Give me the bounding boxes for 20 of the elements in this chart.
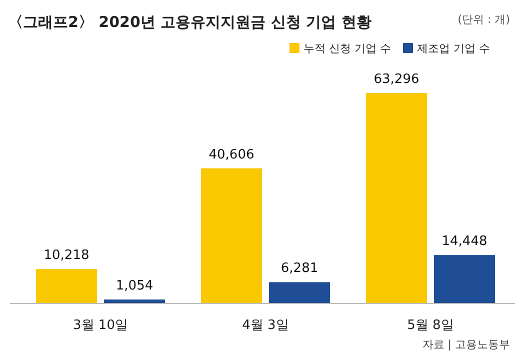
data-label: 1,054	[116, 278, 154, 294]
legend-label: 누적 신청 기업 수	[304, 42, 391, 55]
chart-subtitle: (단위 : 개)	[458, 13, 510, 26]
x-tick-label: 5월 8일	[407, 318, 454, 333]
text: 자료 | 고용노동부	[422, 338, 510, 351]
bar	[366, 93, 427, 303]
data-label: 10,218	[44, 248, 90, 264]
chart-title: 〈그래프2〉 2020년 고용유지지원금 신청 기업 현황	[8, 13, 372, 31]
bar	[434, 255, 495, 303]
data-label: 6,281	[280, 261, 318, 276]
bar	[201, 168, 262, 303]
bar	[36, 269, 97, 303]
bar	[104, 300, 165, 303]
x-tick-label: 4월 3일	[242, 318, 289, 333]
data-label: 63,296	[374, 72, 420, 87]
bar	[269, 282, 330, 303]
legend-label: 제조업 기업 수	[417, 42, 490, 55]
data-label: 40,606	[208, 147, 254, 162]
data-label: 14,448	[442, 234, 488, 250]
x-tick-label: 3월 10일	[73, 318, 128, 333]
